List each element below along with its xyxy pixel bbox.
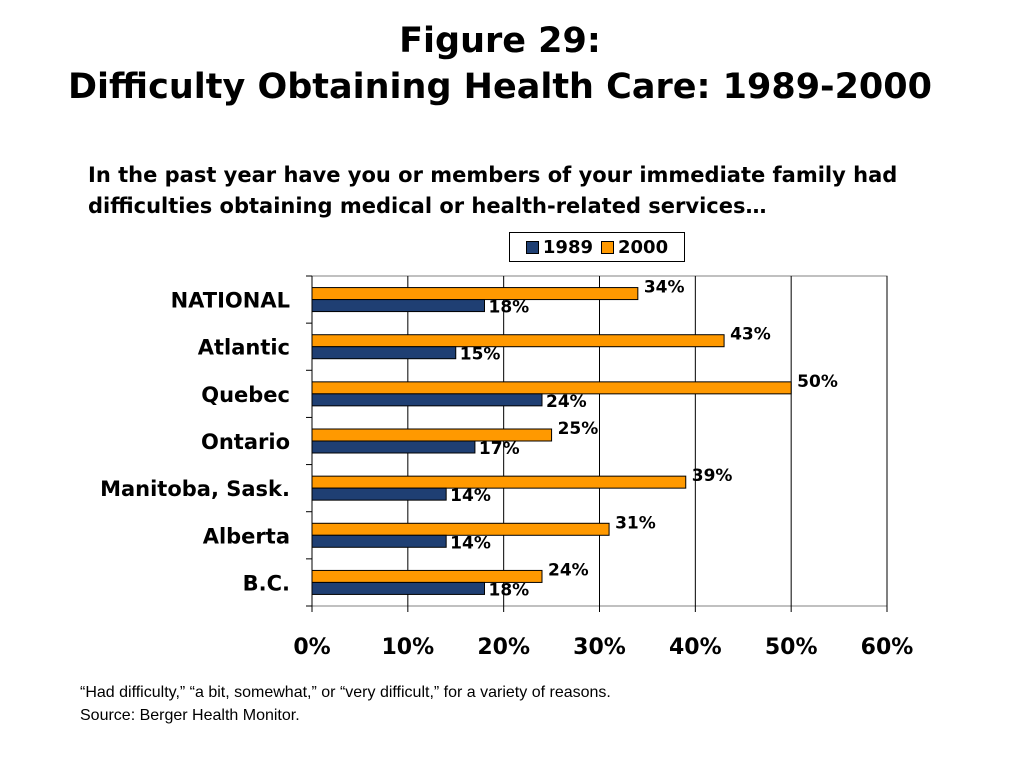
bar-1989 xyxy=(311,440,476,454)
footnote-definition: “Had difficulty,” “a bit, somewhat,” or … xyxy=(80,684,611,701)
x-tick-label: 30% xyxy=(573,635,626,660)
x-tick-label: 0% xyxy=(293,635,330,660)
bar-2000 xyxy=(311,334,725,348)
data-label-2000: 50% xyxy=(797,372,838,392)
survey-question: In the past year have you or members of … xyxy=(88,160,988,222)
footnote-source: Source: Berger Health Monitor. xyxy=(80,707,300,724)
question-line-2: difficulties obtaining medical or health… xyxy=(88,194,767,218)
category-label: Alberta xyxy=(203,524,290,548)
data-label-1989: 17% xyxy=(479,439,520,459)
bar-1989 xyxy=(311,393,543,407)
bar-1989 xyxy=(311,346,457,360)
bar-1989 xyxy=(311,299,485,313)
bar-2000 xyxy=(311,287,639,301)
chart-legend: 1989 2000 xyxy=(509,232,685,262)
x-tick-label: 50% xyxy=(765,635,818,660)
data-label-1989: 18% xyxy=(489,298,530,318)
x-tick-label: 10% xyxy=(381,635,434,660)
data-label-1989: 24% xyxy=(546,392,587,412)
figure-title: Figure 29: Difficulty Obtaining Health C… xyxy=(0,18,1000,110)
category-label: NATIONAL xyxy=(171,289,290,313)
bar-1989 xyxy=(311,534,447,548)
figure-number: Figure 29: xyxy=(399,21,601,61)
legend-swatch-2000 xyxy=(601,240,614,254)
data-label-2000: 24% xyxy=(548,560,589,580)
data-label-1989: 18% xyxy=(489,580,530,600)
category-label: Quebec xyxy=(201,383,290,407)
legend-item-1989: 1989 xyxy=(525,236,593,258)
category-label: Ontario xyxy=(201,430,290,454)
data-label-2000: 25% xyxy=(558,419,599,439)
x-tick-label: 20% xyxy=(477,635,530,660)
question-line-1: In the past year have you or members of … xyxy=(88,163,898,187)
bar-1989 xyxy=(311,581,485,595)
bar-2000 xyxy=(311,381,792,395)
figure-heading: Difficulty Obtaining Health Care: 1989-2… xyxy=(67,67,932,107)
data-label-1989: 15% xyxy=(460,345,501,365)
data-label-1989: 14% xyxy=(450,533,491,553)
legend-swatch-1989 xyxy=(525,240,539,254)
data-label-1989: 14% xyxy=(450,486,491,506)
legend-label-1989: 1989 xyxy=(542,236,593,258)
data-label-2000: 31% xyxy=(615,513,656,533)
bar-1989 xyxy=(311,487,447,501)
category-label: Manitoba, Sask. xyxy=(100,477,290,501)
footnote: “Had difficulty,” “a bit, somewhat,” or … xyxy=(80,681,980,727)
data-label-2000: 39% xyxy=(692,466,733,486)
legend-item-2000: 2000 xyxy=(601,237,668,258)
data-label-2000: 43% xyxy=(730,325,771,345)
bar-2000 xyxy=(311,475,687,489)
category-label: Atlantic xyxy=(198,336,290,360)
x-tick-label: 60% xyxy=(861,635,914,660)
category-label: B.C. xyxy=(243,571,290,595)
x-tick-label: 40% xyxy=(669,635,722,660)
legend-label-2000: 2000 xyxy=(618,236,669,258)
data-label-2000: 34% xyxy=(644,278,685,298)
bar-2000 xyxy=(311,522,610,536)
